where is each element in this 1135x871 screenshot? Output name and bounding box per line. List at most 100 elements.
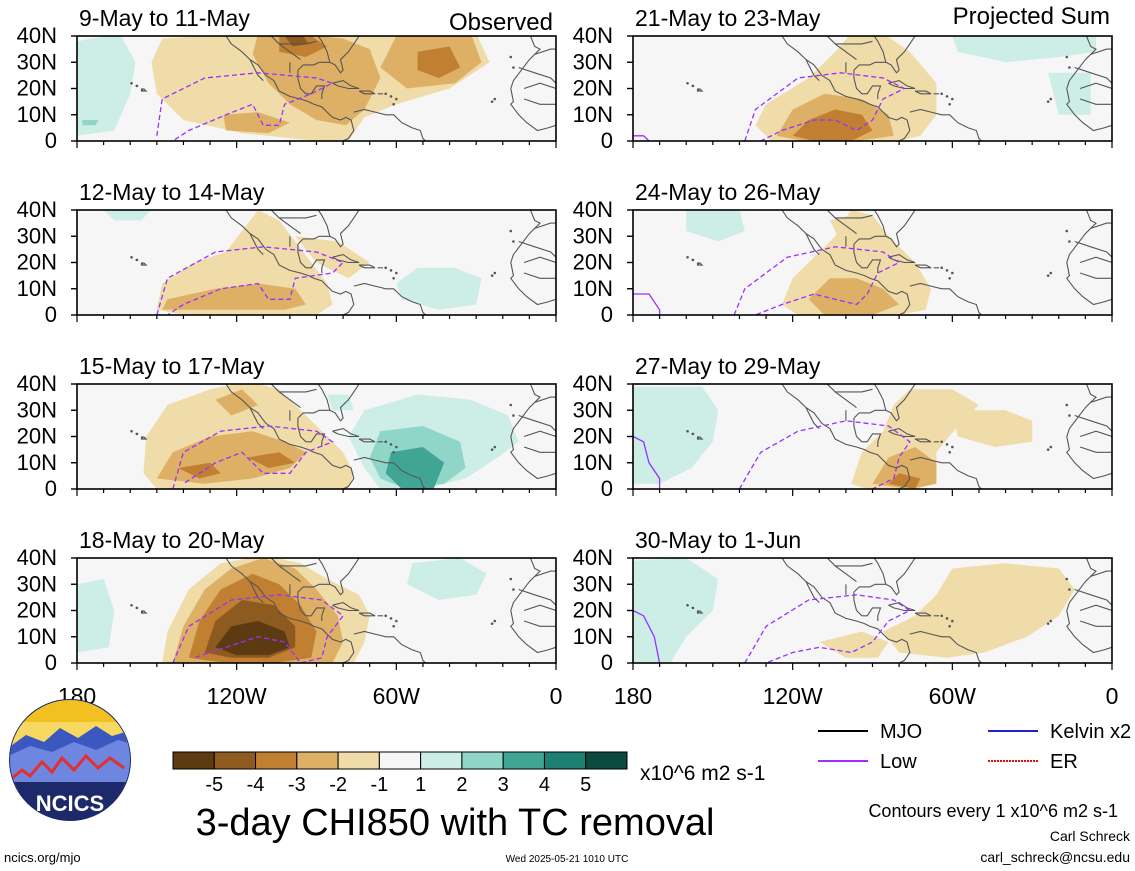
anomaly-region <box>686 210 745 242</box>
colorbar-swatch <box>213 751 257 770</box>
panel-title: 9-May to 11-May <box>79 5 250 31</box>
panel-title: 30-May to 1-Jun <box>635 527 801 553</box>
low-contour <box>633 609 661 663</box>
colorbar-swatch <box>172 751 215 770</box>
low-contour <box>156 72 335 141</box>
ncics-logo: NCICS <box>9 699 131 821</box>
colorbar-swatch <box>296 751 339 770</box>
lon-tick-label: 60W <box>373 683 421 709</box>
legend-label: ER <box>1050 751 1078 773</box>
anomaly-region <box>215 389 258 416</box>
anomaly-region <box>162 283 306 310</box>
anomaly-region <box>252 36 381 126</box>
lon-tick-label: 60W <box>929 683 977 709</box>
lat-tick-label: 40N <box>17 23 57 48</box>
lat-tick-label: 0 <box>45 650 57 675</box>
lat-tick-label: 30N <box>17 571 57 596</box>
panel-title: 21-May to 23-May <box>635 5 821 31</box>
lat-tick-label: 10N <box>17 450 57 475</box>
lat-tick-label: 10N <box>573 450 613 475</box>
lat-tick-label: 20N <box>573 598 613 623</box>
lat-tick-label: 10N <box>17 624 57 649</box>
colorbar-swatch <box>543 751 587 770</box>
site-url: ncics.org/mjo <box>4 850 81 865</box>
lat-tick-label: 30N <box>17 397 57 422</box>
lon-tick-label: 120W <box>207 683 267 709</box>
panel-title: 15-May to 17-May <box>79 353 265 379</box>
colorbar-label: -4 <box>247 774 265 796</box>
lat-tick-label: 30N <box>573 223 613 248</box>
lat-tick-label: 30N <box>573 571 613 596</box>
anomaly-region <box>77 36 136 136</box>
lat-tick-label: 0 <box>601 302 613 327</box>
lat-tick-label: 40N <box>573 371 613 396</box>
lat-tick-label: 10N <box>573 624 613 649</box>
anomaly-region <box>792 109 873 141</box>
coastlines <box>686 384 1112 489</box>
coastlines <box>686 558 1112 663</box>
coastlines <box>130 36 556 141</box>
author-name: Carl Schreck <box>1050 828 1131 844</box>
anomaly-region <box>633 386 719 484</box>
lat-tick-label: 20N <box>17 250 57 275</box>
colorbar-swatch <box>255 751 298 770</box>
low-contour <box>738 420 911 489</box>
anomaly-region <box>851 389 979 489</box>
low-contour <box>633 293 661 315</box>
timestamp: Wed 2025-05-21 1010 UTC <box>506 854 629 865</box>
coastlines <box>130 384 556 489</box>
low-contour <box>172 594 345 663</box>
lat-tick-label: 0 <box>601 476 613 501</box>
panel-title: 12-May to 14-May <box>79 179 265 205</box>
lat-tick-label: 0 <box>45 128 57 153</box>
longitude-axis-labels: 180 120W 60W 0 180 120W 60W 0 <box>58 683 1119 709</box>
colorbar-swatch <box>337 751 380 770</box>
lat-tick-label: 30N <box>17 49 57 74</box>
lat-tick-label: 10N <box>573 102 613 127</box>
lat-tick-label: 10N <box>17 102 57 127</box>
legend-label: Kelvin x2 <box>1050 721 1131 743</box>
low-contour <box>156 246 345 315</box>
anomaly-region <box>952 36 1096 63</box>
colorbar-label: -1 <box>370 774 388 796</box>
anomaly-region <box>385 447 445 489</box>
lat-tick-label: 20N <box>17 598 57 623</box>
anomaly-region <box>327 394 354 411</box>
colorbar-swatch <box>378 751 422 770</box>
anomaly-region <box>247 452 296 468</box>
colorbar-units: x10^6 m2 s-1 <box>640 762 765 785</box>
lat-tick-label: 40N <box>17 371 57 396</box>
lat-tick-label: 0 <box>45 302 57 327</box>
panel-title: 27-May to 29-May <box>635 353 821 379</box>
lat-tick-label: 30N <box>573 397 613 422</box>
anomaly-region <box>952 410 1033 447</box>
lon-tick-label: 180 <box>614 683 652 709</box>
lat-tick-label: 40N <box>17 545 57 570</box>
lon-tick-label: 0 <box>550 683 563 709</box>
author-email: carl_schreck@ncsu.edu <box>980 849 1130 865</box>
observed-tag: Observed <box>449 9 553 36</box>
low-contour <box>633 435 661 489</box>
coastlines <box>686 210 1112 315</box>
lat-tick-label: 20N <box>17 76 57 101</box>
lat-tick-label: 0 <box>601 128 613 153</box>
lat-tick-label: 20N <box>573 250 613 275</box>
logo-text: NCICS <box>36 791 104 816</box>
anomaly-region <box>223 112 290 134</box>
colorbar: -5 -4 -3 -2 -1 1 2 3 4 5 <box>172 751 628 796</box>
contour-note: Contours every 1 x10^6 m2 s-1 <box>868 801 1118 821</box>
coastlines <box>130 210 556 315</box>
anomaly-region <box>178 462 221 479</box>
anomaly-region <box>77 579 115 653</box>
lat-tick-label: 0 <box>601 650 613 675</box>
anomaly-region <box>819 631 889 658</box>
